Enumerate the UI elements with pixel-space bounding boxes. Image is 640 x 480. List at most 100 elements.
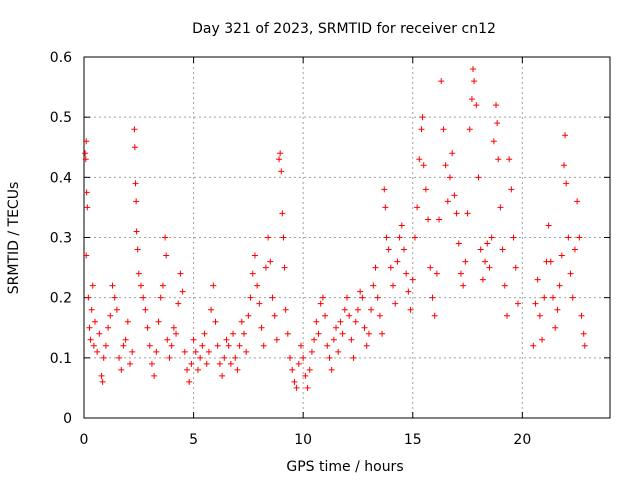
data-point: [460, 282, 467, 289]
data-point: [116, 354, 123, 361]
data-point: [315, 330, 322, 337]
data-point: [337, 318, 344, 325]
chart-title: Day 321 of 2023, SRMTID for receiver cn1…: [192, 21, 496, 37]
y-tick-label: 0.3: [50, 231, 72, 247]
data-point: [192, 348, 199, 355]
data-point: [91, 318, 98, 325]
data-point: [282, 306, 289, 313]
data-point: [83, 252, 90, 259]
data-point: [560, 162, 567, 169]
data-point: [289, 366, 296, 373]
data-point: [370, 282, 377, 289]
data-point: [473, 102, 480, 109]
data-point: [293, 384, 300, 391]
data-point: [203, 360, 210, 367]
data-point: [107, 312, 114, 319]
data-point: [243, 348, 250, 355]
x-tick-label: 15: [404, 432, 422, 448]
data-point: [94, 348, 101, 355]
data-point: [352, 318, 359, 325]
data-point: [547, 258, 554, 265]
x-tick-label: 5: [189, 432, 198, 448]
data-point: [120, 342, 127, 349]
data-point: [567, 270, 574, 277]
data-point: [365, 330, 372, 337]
data-point: [142, 306, 149, 313]
data-point: [82, 156, 89, 163]
data-point: [324, 342, 331, 349]
data-point: [194, 366, 201, 373]
data-point: [383, 234, 390, 241]
data-point: [394, 258, 401, 265]
data-point: [281, 264, 288, 271]
data-point: [137, 282, 144, 289]
data-point: [436, 216, 443, 223]
data-point: [488, 234, 495, 241]
data-point: [574, 198, 581, 205]
data-point: [105, 324, 112, 331]
data-point: [425, 216, 432, 223]
data-point: [576, 234, 583, 241]
data-point: [132, 180, 139, 187]
data-point: [245, 312, 252, 319]
data-point: [453, 210, 460, 217]
data-point: [346, 312, 353, 319]
data-point: [339, 330, 346, 337]
data-point: [181, 348, 188, 355]
data-point: [277, 150, 284, 157]
data-point: [508, 186, 515, 193]
data-point: [276, 156, 283, 163]
data-point: [82, 150, 89, 157]
data-point: [427, 264, 434, 271]
data-point: [280, 234, 287, 241]
data-point: [462, 258, 469, 265]
data-point: [562, 132, 569, 139]
data-point: [359, 294, 366, 301]
data-point: [534, 276, 541, 283]
data-point: [151, 372, 158, 379]
data-point: [407, 306, 414, 313]
data-point: [484, 240, 491, 247]
data-point: [569, 294, 576, 301]
data-point: [328, 366, 335, 373]
data-point: [302, 372, 309, 379]
data-points: [82, 66, 588, 391]
y-axis-label: SRMTID / TECUs: [6, 182, 22, 295]
data-point: [85, 294, 92, 301]
data-point: [499, 246, 506, 253]
data-point: [100, 354, 107, 361]
data-point: [493, 102, 500, 109]
data-point: [348, 336, 355, 343]
data-point: [279, 210, 286, 217]
data-point: [471, 78, 478, 85]
data-point: [545, 222, 552, 229]
data-point: [532, 300, 539, 307]
data-point: [494, 120, 501, 127]
data-point: [99, 378, 106, 385]
data-point: [539, 336, 546, 343]
data-point: [438, 78, 445, 85]
data-point: [113, 306, 120, 313]
data-point: [382, 204, 389, 211]
data-point: [536, 312, 543, 319]
data-point: [405, 288, 412, 295]
data-point: [102, 342, 109, 349]
data-point: [223, 336, 230, 343]
data-point: [208, 306, 215, 313]
data-point: [133, 198, 140, 205]
data-point: [506, 156, 513, 163]
data-point: [131, 144, 138, 151]
data-point: [420, 162, 427, 169]
data-point: [214, 342, 221, 349]
data-point: [166, 354, 173, 361]
data-point: [265, 234, 272, 241]
data-point: [225, 342, 232, 349]
data-point: [129, 348, 136, 355]
data-point: [466, 126, 473, 133]
data-point: [552, 324, 559, 331]
data-point: [431, 312, 438, 319]
data-point: [341, 306, 348, 313]
data-point: [260, 342, 267, 349]
data-point: [153, 348, 160, 355]
